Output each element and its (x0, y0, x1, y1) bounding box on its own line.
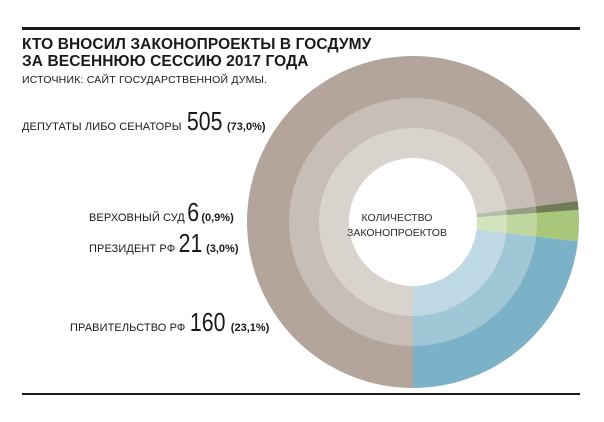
center-label-line-1: КОЛИЧЕСТВО (361, 212, 433, 224)
center-label-line-2: ЗАКОНОПРОЕКТОВ (347, 227, 447, 239)
top-rule (22, 27, 580, 30)
slice-value-government: 160 (190, 307, 226, 337)
slice-value-president: 21 (178, 228, 203, 258)
slice-percent-supreme-court: (0,9%) (201, 212, 234, 224)
slice-label-supreme-court: ВЕРХОВНЫЙ СУД (89, 212, 185, 224)
slice-label-president: ПРЕЗИДЕНТ РФ (89, 243, 176, 255)
slice-percent-deputies: (73,0%) (227, 121, 266, 133)
slice-label-deputies: ДЕПУТАТЫ ЛИБО СЕНАТОРЫ (22, 121, 182, 133)
title-line-2: ЗА ВЕСЕННЮЮ СЕССИЮ 2017 ГОДА (22, 53, 309, 70)
slice-percent-government: (23,1%) (230, 322, 270, 334)
chart-source: ИСТОЧНИК: САЙТ ГОСУДАРСТВЕННОЙ ДУМЫ. (22, 74, 268, 86)
callout-government: ПРАВИТЕЛЬСТВО РФ 160 (23,1%) (70, 309, 269, 335)
slice-value-supreme-court: 6 (187, 197, 200, 227)
callout-supreme-court: ВЕРХОВНЫЙ СУД 6 (0,9%) (89, 199, 234, 225)
bottom-rule (22, 393, 580, 395)
slice-value-deputies: 505 (186, 106, 223, 136)
callout-president: ПРЕЗИДЕНТ РФ 21 (3,0%) (89, 230, 239, 256)
rings-group (289, 98, 537, 346)
chart-title: КТО ВНОСИЛ ЗАКОНОПРОЕКТЫ В ГОСДУМУ ЗА ВЕ… (22, 36, 371, 70)
center-label: КОЛИЧЕСТВО ЗАКОНОПРОЕКТОВ (347, 211, 447, 241)
callout-deputies: ДЕПУТАТЫ ЛИБО СЕНАТОРЫ 505 (73,0%) (22, 108, 266, 134)
slice-president (413, 209, 579, 242)
title-line-1: КТО ВНОСИЛ ЗАКОНОПРОЕКТЫ В ГОСДУМУ (22, 36, 372, 53)
ring-center (349, 158, 477, 286)
slice-label-government: ПРАВИТЕЛЬСТВО РФ (70, 322, 186, 334)
slice-percent-president: (3,0%) (206, 243, 239, 255)
